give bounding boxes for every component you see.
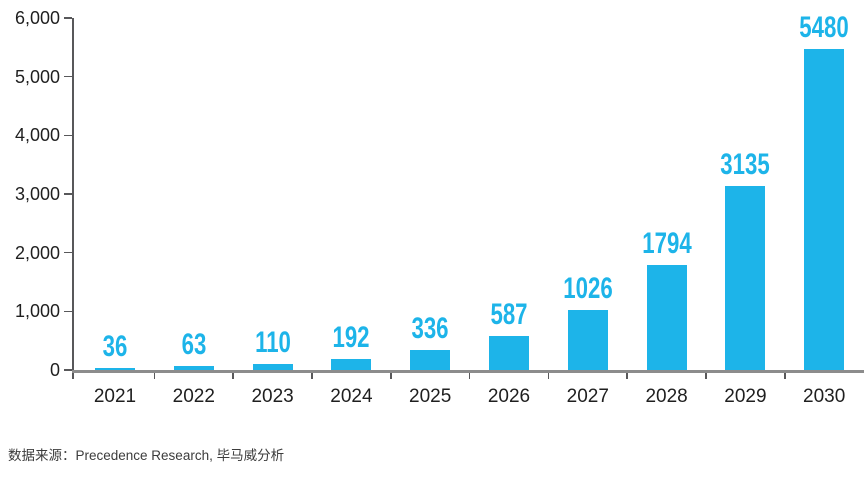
x-axis-tick xyxy=(784,372,786,379)
x-axis-tick xyxy=(390,372,392,379)
bar-value-label: 36 xyxy=(102,330,128,363)
bar-value-label: 1794 xyxy=(641,227,692,260)
x-axis-tick xyxy=(153,372,156,379)
bar-2028 xyxy=(646,265,687,370)
y-axis-tick-label: 6,000 xyxy=(14,8,60,28)
x-axis-category-label: 2028 xyxy=(645,386,688,407)
source-note: 数据来源：Precedence Research, 毕马威分析 xyxy=(8,448,285,463)
bar-value-label: 336 xyxy=(411,312,449,345)
bar-2025 xyxy=(410,350,451,370)
x-axis-tick xyxy=(547,372,550,379)
x-axis-category-label: 2025 xyxy=(409,386,452,407)
x-axis-category-label: 2030 xyxy=(803,386,846,407)
bar-value-label: 3135 xyxy=(720,148,771,181)
y-axis-tick xyxy=(63,134,72,137)
bar-2029 xyxy=(725,186,766,370)
bar-value-label: 63 xyxy=(181,328,207,361)
x-axis-category-label: 2024 xyxy=(330,386,373,407)
x-axis-tick xyxy=(311,372,313,379)
x-axis-line xyxy=(72,370,864,373)
bar-value-label: 5480 xyxy=(799,11,849,44)
bar-2024 xyxy=(331,359,372,370)
y-axis-tick-label: 5,000 xyxy=(14,66,60,87)
y-axis-tick-label: 0 xyxy=(49,360,60,380)
bar-value-label: 192 xyxy=(332,321,370,354)
x-axis-category-label: 2023 xyxy=(251,386,294,407)
x-axis-category-label: 2029 xyxy=(724,386,767,407)
x-axis-category-label: 2026 xyxy=(487,386,531,407)
x-axis-tick xyxy=(705,372,707,379)
bar-value-label: 110 xyxy=(254,326,291,359)
x-axis-tick xyxy=(626,372,628,379)
x-axis-category-label: 2021 xyxy=(93,386,137,407)
bar-2027 xyxy=(567,310,608,370)
y-axis-tick-label: 3,000 xyxy=(14,184,60,204)
x-axis-tick xyxy=(468,372,471,379)
bar-value-label: 1026 xyxy=(563,272,613,305)
y-axis-tick-label: 2,000 xyxy=(14,242,60,263)
bar-2021 xyxy=(95,368,135,370)
bar-value-label: 587 xyxy=(490,298,528,331)
y-axis-tick xyxy=(63,310,72,313)
bar-2026 xyxy=(489,336,529,370)
x-axis-category-label: 2022 xyxy=(172,386,215,407)
bar-2023 xyxy=(252,364,293,370)
y-axis-tick-label: 1,000 xyxy=(14,301,60,322)
y-axis-tick-label: 4,000 xyxy=(14,125,60,146)
bar-2030 xyxy=(804,49,845,370)
bar-2022 xyxy=(173,366,214,370)
y-axis-line xyxy=(72,18,74,379)
x-axis-category-label: 2027 xyxy=(566,386,609,407)
y-axis-tick xyxy=(63,17,72,19)
x-axis-tick xyxy=(232,372,234,379)
y-axis-tick xyxy=(63,75,72,78)
y-axis-tick xyxy=(63,193,72,195)
y-axis-tick xyxy=(63,369,72,371)
y-axis-tick xyxy=(63,251,72,254)
